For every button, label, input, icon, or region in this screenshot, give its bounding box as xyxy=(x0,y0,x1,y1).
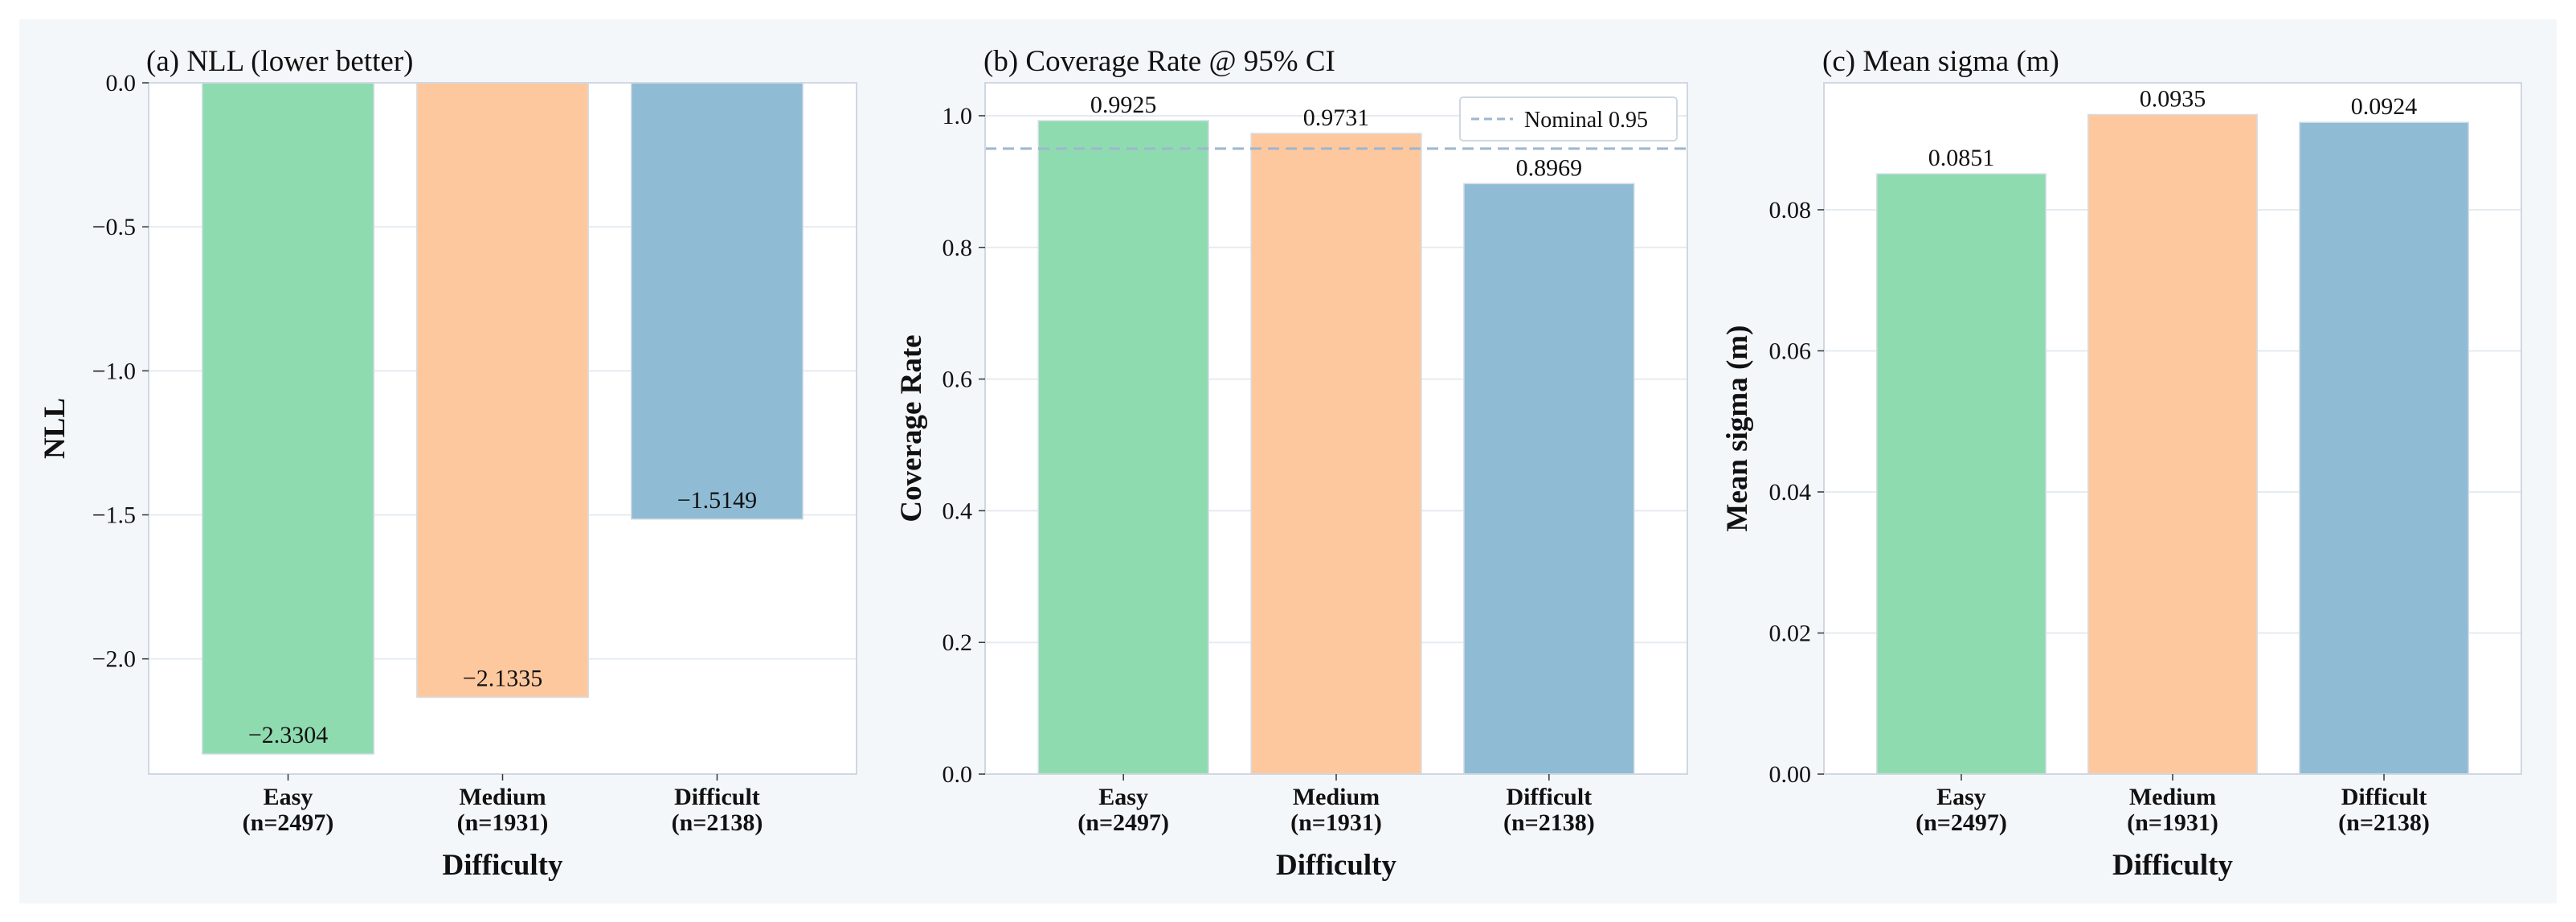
value-label: 0.0851 xyxy=(1928,145,1995,171)
x-tick-label-line: Difficult xyxy=(1507,784,1593,810)
bar-medium xyxy=(1250,133,1422,775)
y-axis-label: Coverage Rate xyxy=(895,334,928,522)
y-axis-label: NLL xyxy=(39,398,72,459)
x-tick-label-line: Medium xyxy=(2129,784,2216,810)
value-label: 0.9731 xyxy=(1303,104,1370,131)
y-tick-label: −1.5 xyxy=(92,502,136,529)
bar-difficult xyxy=(1463,182,1635,775)
x-tick-label: Difficult (n=2138) xyxy=(1503,784,1595,836)
y-tick-label: 0.08 xyxy=(1769,197,1812,223)
x-tick-label-line: Easy xyxy=(1098,784,1148,810)
x-tick-label-line: (n=2138) xyxy=(2338,809,2430,836)
legend-box xyxy=(1459,96,1678,141)
value-label: 0.0924 xyxy=(2351,93,2418,120)
x-tick-label: Medium (n=1931) xyxy=(1290,784,1382,836)
x-tick-label: Easy (n=2497) xyxy=(243,784,334,836)
chart-title: (b) Coverage Rate @ 95% CI xyxy=(983,45,1335,78)
x-tick-label: Difficult (n=2138) xyxy=(2338,784,2430,836)
legend: Nominal 0.95 xyxy=(1459,96,1678,141)
x-tick-label-line: Medium xyxy=(459,784,546,810)
x-axis-label: Difficulty xyxy=(2112,849,2234,882)
y-tick-label: 1.0 xyxy=(942,103,973,129)
x-tick-label-line: Easy xyxy=(264,784,313,810)
x-tick-label: Medium (n=1931) xyxy=(457,784,549,836)
value-label: −2.3304 xyxy=(248,722,328,748)
y-tick-label: 0.00 xyxy=(1769,761,1812,788)
value-label: 0.9925 xyxy=(1090,92,1157,118)
value-label: −2.1335 xyxy=(463,666,542,692)
x-tick-label: Easy (n=2497) xyxy=(1077,784,1169,836)
x-tick-label: Easy (n=2497) xyxy=(1916,784,2007,836)
bar-difficult xyxy=(2299,121,2469,775)
bar-medium xyxy=(415,82,590,699)
x-axis-label: Difficulty xyxy=(1276,849,1397,882)
y-tick-label: 0.06 xyxy=(1769,338,1812,364)
bar-difficult xyxy=(630,82,804,520)
y-tick-label: −2.0 xyxy=(92,646,136,673)
x-tick-label: Difficult (n=2138) xyxy=(672,784,763,836)
x-tick-label-line: Difficult xyxy=(2341,784,2427,810)
x-tick-label-line: (n=2497) xyxy=(1077,809,1169,836)
x-tick-label-line: (n=2497) xyxy=(243,809,334,836)
x-tick-label-line: (n=1931) xyxy=(2127,809,2218,836)
bar-easy xyxy=(1876,173,2046,775)
y-axis-label: Mean sigma (m) xyxy=(1721,326,1754,532)
chart-panel-2: 0.9925 0.9731 0.8969 Nominal 0.95 0.0 0.2 0.4 0… xyxy=(895,45,1688,882)
y-tick-label: 0.04 xyxy=(1769,479,1812,506)
x-tick-label: Medium (n=1931) xyxy=(2127,784,2218,836)
x-tick-label-line: (n=1931) xyxy=(1290,809,1382,836)
y-tick-label: 0.6 xyxy=(942,367,973,393)
x-tick-label-line: Difficult xyxy=(674,784,760,810)
chart-panel-1: −2.3304 −2.1335 −1.5149 0.0 −0.5 −1.0 −1.5 −2.0… xyxy=(39,45,857,882)
y-tick-label: 0.0 xyxy=(106,70,137,96)
bar-easy xyxy=(201,82,375,755)
y-tick-label: −1.0 xyxy=(92,358,136,384)
value-label: −1.5149 xyxy=(677,487,757,514)
chart-title: (a) NLL (lower better) xyxy=(146,45,413,78)
x-tick-label-line: (n=1931) xyxy=(457,809,549,836)
chart-panel-3: 0.0851 0.0935 0.0924 0.00 0.02 0.04 0.06 0.08 Ea… xyxy=(1721,45,2522,882)
bar-easy xyxy=(1037,120,1209,775)
value-label: 0.0935 xyxy=(2140,85,2206,112)
x-tick-label-line: (n=2138) xyxy=(672,809,763,836)
y-tick-label: 0.2 xyxy=(942,629,973,656)
y-tick-label: 0.4 xyxy=(942,498,973,524)
value-label: 0.8969 xyxy=(1516,154,1583,181)
x-tick-label-line: Easy xyxy=(1936,784,1986,810)
x-tick-label-line: Medium xyxy=(1293,784,1380,810)
x-axis-label: Difficulty xyxy=(442,849,563,882)
y-tick-label: 0.0 xyxy=(942,761,973,788)
y-tick-label: 0.8 xyxy=(942,235,973,261)
y-tick-label: −0.5 xyxy=(92,214,136,240)
bar-medium xyxy=(2087,113,2258,775)
x-tick-label-line: (n=2497) xyxy=(1916,809,2007,836)
y-tick-label: 0.02 xyxy=(1769,620,1812,646)
x-tick-label-line: (n=2138) xyxy=(1503,809,1595,836)
chart-title: (c) Mean sigma (m) xyxy=(1822,45,2059,78)
legend-label: Nominal 0.95 xyxy=(1524,108,1648,133)
